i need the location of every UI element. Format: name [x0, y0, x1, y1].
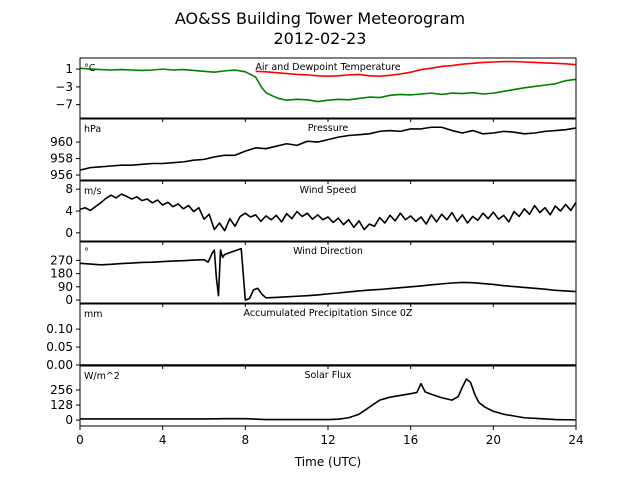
figure-title-line1: AO&SS Building Tower Meteorogram [175, 9, 465, 28]
x-axis: 0 4 8 12 16 20 24 [76, 433, 583, 447]
ytick-label-wdir-3: 0 [65, 293, 73, 307]
xtick-label-3: 12 [320, 433, 335, 447]
panel-title-wspd: Wind Speed [300, 185, 357, 196]
ytick-label-wdir-1: 180 [50, 267, 73, 281]
unit-label-pres: hPa [84, 124, 101, 135]
xtick-label-1: 4 [159, 433, 167, 447]
series-wspd-0 [80, 193, 576, 232]
ytick-label-wdir-0: 270 [50, 253, 73, 267]
xtick-label-5: 20 [486, 433, 501, 447]
ytick-label-wspd-2: 0 [65, 226, 73, 240]
ytick-label-pres-0: 960 [50, 135, 73, 149]
ytick-label-precip-2: 0.00 [46, 358, 73, 372]
xtick-label-2: 8 [242, 433, 250, 447]
chart-panels: 1 −3 −7 °C Air and Dewpoint Temperature 960 95… [46, 57, 577, 430]
ytick-label-wspd-1: 4 [65, 204, 73, 218]
panel-title-precip: Accumulated Precipitation Since 0Z [244, 308, 413, 319]
series-temp-1 [80, 67, 576, 103]
panel-pres: 960 958 956 hPa Pressure [50, 118, 577, 184]
xtick-label-4: 16 [403, 433, 418, 447]
ytick-label-solar-2: 0 [65, 413, 73, 427]
panel-title-temp: Air and Dewpoint Temperature [255, 62, 400, 73]
x-axis-label: Time (UTC) [294, 455, 361, 469]
unit-label-temp: °C [84, 63, 96, 74]
ytick-label-temp-1: −3 [55, 80, 73, 94]
series-temp-0 [255, 60, 576, 78]
ytick-label-pres-2: 956 [50, 168, 73, 182]
series-wdir-0 [80, 247, 576, 301]
ytick-label-precip-1: 0.05 [46, 340, 73, 354]
panel-temp: 1 −3 −7 °C Air and Dewpoint Temperature [55, 57, 577, 122]
ytick-label-temp-2: −7 [55, 98, 73, 112]
ytick-label-solar-0: 256 [50, 383, 73, 397]
ytick-label-temp-0: 1 [65, 62, 73, 76]
series-pres-0 [80, 126, 576, 171]
panel-precip: 0.10 0.05 0.00 mm Accumulated Precipitation … [46, 303, 577, 372]
xtick-label-6: 24 [568, 433, 583, 447]
panel-wspd: 8 4 0 m/s Wind Speed [65, 180, 577, 245]
ytick-label-precip-0: 0.10 [46, 322, 73, 336]
panel-title-wdir: Wind Direction [293, 246, 363, 257]
ytick-label-wdir-2: 90 [58, 280, 73, 294]
unit-label-solar: W/m^2 [84, 371, 120, 382]
ytick-label-wspd-0: 8 [65, 182, 73, 196]
unit-label-wdir: ° [84, 247, 89, 258]
figure-title-line2: 2012-02-23 [274, 29, 367, 48]
series-solar-0 [80, 378, 576, 421]
ytick-label-solar-1: 128 [50, 398, 73, 412]
panel-title-pres: Pressure [308, 123, 349, 134]
ytick-label-pres-1: 958 [50, 152, 73, 166]
unit-label-wspd: m/s [84, 186, 101, 197]
unit-label-precip: mm [84, 309, 103, 320]
xtick-label-0: 0 [76, 433, 84, 447]
panel-title-solar: Solar Flux [305, 370, 352, 381]
